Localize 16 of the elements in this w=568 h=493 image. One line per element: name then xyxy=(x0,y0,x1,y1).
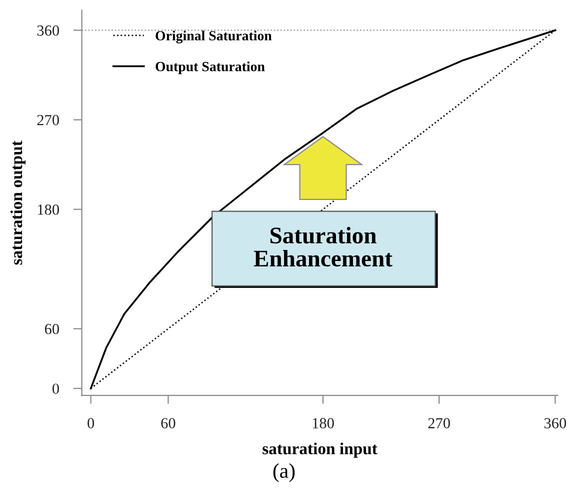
x-tick-label: 60 xyxy=(161,418,176,428)
y-tick-label: 270 xyxy=(37,114,59,126)
y-tick-label: 180 xyxy=(38,204,59,215)
legend-label: Original Saturation xyxy=(156,30,272,44)
y-tick-label: 360 xyxy=(37,25,59,36)
legend-label: Output Saturation xyxy=(156,61,265,74)
y-tick-label: 60 xyxy=(44,324,59,334)
annotation: Saturation Enhancement xyxy=(254,226,392,267)
text: (a) xyxy=(273,463,295,482)
x-tick-label: 0 xyxy=(88,418,94,428)
y-axis-title: saturation output xyxy=(10,140,26,265)
x-tick-label: 360 xyxy=(544,418,566,428)
y-tick-label: 0 xyxy=(52,384,59,394)
x-tick-label: 270 xyxy=(428,418,450,428)
x-axis-title: saturation input xyxy=(262,442,378,458)
x-tick-label: 180 xyxy=(312,418,334,428)
